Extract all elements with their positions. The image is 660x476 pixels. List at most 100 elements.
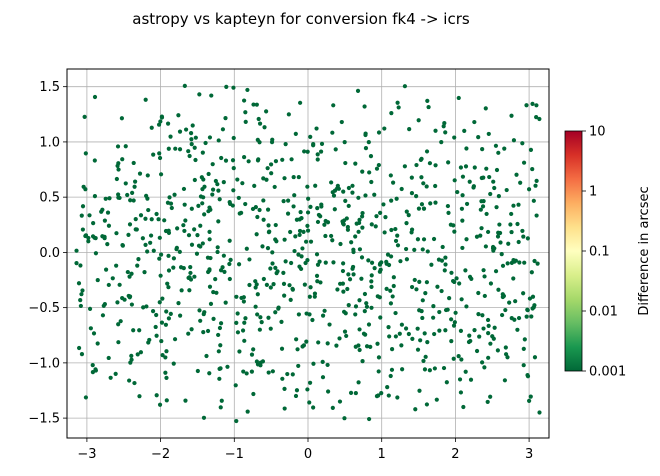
y-tick-label: 1.0 bbox=[39, 135, 60, 150]
scatter-point bbox=[391, 180, 396, 185]
scatter-point bbox=[166, 316, 171, 321]
scatter-point bbox=[524, 314, 529, 319]
scatter-point bbox=[166, 285, 171, 290]
colorbar bbox=[564, 130, 583, 372]
scatter-point bbox=[400, 367, 405, 372]
scatter-point bbox=[249, 352, 255, 357]
scatter-point bbox=[389, 347, 395, 352]
scatter-point bbox=[299, 254, 304, 259]
scatter-point bbox=[207, 135, 213, 140]
scatter-point bbox=[208, 301, 214, 306]
scatter-point bbox=[282, 237, 287, 242]
scatter-point bbox=[299, 266, 304, 272]
scatter-point bbox=[255, 292, 260, 297]
scatter-point bbox=[120, 157, 125, 162]
scatter-point bbox=[302, 149, 307, 154]
scatter-point bbox=[482, 293, 487, 299]
scatter-point bbox=[395, 243, 401, 248]
scatter-point bbox=[369, 273, 374, 278]
scatter-point bbox=[186, 331, 191, 336]
scatter-point bbox=[220, 127, 226, 132]
scatter-point bbox=[505, 355, 510, 360]
scatter-point bbox=[79, 352, 85, 357]
scatter-point bbox=[313, 183, 318, 188]
scatter-point bbox=[106, 223, 112, 228]
scatter-point bbox=[244, 371, 249, 376]
scatter-point bbox=[116, 340, 121, 345]
scatter-point bbox=[163, 370, 168, 375]
scatter-point bbox=[338, 241, 343, 247]
scatter-point bbox=[433, 163, 438, 168]
scatter-point bbox=[157, 300, 162, 305]
scatter-point bbox=[464, 237, 469, 242]
scatter-point bbox=[294, 388, 300, 393]
scatter-point bbox=[206, 171, 211, 177]
scatter-point bbox=[315, 152, 320, 157]
scatter-point bbox=[90, 362, 95, 368]
scatter-point bbox=[83, 151, 88, 156]
scatter-point bbox=[353, 312, 358, 317]
scatter-point bbox=[387, 334, 392, 339]
scatter-point bbox=[164, 375, 169, 380]
scatter-point bbox=[497, 230, 503, 236]
scatter-point bbox=[516, 315, 522, 321]
scatter-point bbox=[384, 286, 389, 291]
scatter-point bbox=[256, 157, 261, 162]
scatter-point bbox=[409, 175, 414, 180]
scatter-point bbox=[312, 291, 318, 296]
scatter-point bbox=[222, 269, 227, 274]
scatter-point bbox=[100, 313, 106, 318]
scatter-point bbox=[409, 284, 415, 290]
scatter-point bbox=[494, 167, 500, 173]
scatter-point bbox=[509, 211, 514, 217]
scatter-point bbox=[213, 276, 218, 282]
scatter-point bbox=[445, 307, 450, 312]
scatter-point bbox=[151, 248, 156, 253]
scatter-point bbox=[351, 272, 356, 277]
scatter-point bbox=[129, 357, 134, 362]
scatter-point bbox=[355, 88, 361, 93]
scatter-point bbox=[343, 160, 348, 166]
scatter-point bbox=[529, 270, 534, 275]
scatter-point bbox=[409, 230, 414, 235]
x-tick-label: 2 bbox=[451, 447, 459, 462]
scatter-point bbox=[276, 305, 281, 310]
scatter-point bbox=[153, 324, 158, 330]
scatter-point bbox=[485, 229, 491, 235]
scatter-point bbox=[372, 265, 377, 271]
scatter-point bbox=[486, 323, 491, 329]
scatter-point bbox=[330, 190, 335, 195]
scatter-point bbox=[459, 206, 465, 211]
scatter-point bbox=[146, 207, 151, 213]
scatter-point bbox=[520, 141, 525, 146]
scatter-point bbox=[334, 343, 339, 348]
scatter-point bbox=[445, 203, 451, 209]
scatter-point bbox=[437, 309, 442, 315]
scatter-point bbox=[189, 327, 194, 332]
scatter-point bbox=[534, 213, 539, 218]
scatter-point bbox=[154, 393, 159, 398]
scatter-point bbox=[341, 289, 346, 294]
scatter-point bbox=[272, 184, 277, 190]
scatter-point bbox=[495, 234, 501, 239]
scatter-point bbox=[419, 202, 425, 207]
scatter-point bbox=[440, 244, 445, 250]
scatter-point bbox=[388, 173, 393, 178]
scatter-point bbox=[177, 129, 183, 134]
scatter-point bbox=[452, 229, 457, 234]
scatter-point bbox=[93, 251, 99, 256]
scatter-point bbox=[526, 187, 532, 192]
scatter-point bbox=[449, 339, 454, 344]
scatter-point bbox=[535, 261, 540, 266]
scatter-point bbox=[459, 297, 464, 302]
scatter-point bbox=[93, 368, 99, 373]
scatter-point bbox=[274, 239, 279, 244]
scatter-point bbox=[306, 196, 311, 201]
scatter-point bbox=[150, 308, 156, 314]
scatter-point bbox=[325, 341, 330, 346]
scatter-point bbox=[194, 251, 200, 256]
scatter-point bbox=[486, 131, 491, 137]
scatter-point bbox=[342, 139, 347, 145]
scatter-point bbox=[311, 405, 316, 410]
scatter-point bbox=[215, 182, 220, 187]
